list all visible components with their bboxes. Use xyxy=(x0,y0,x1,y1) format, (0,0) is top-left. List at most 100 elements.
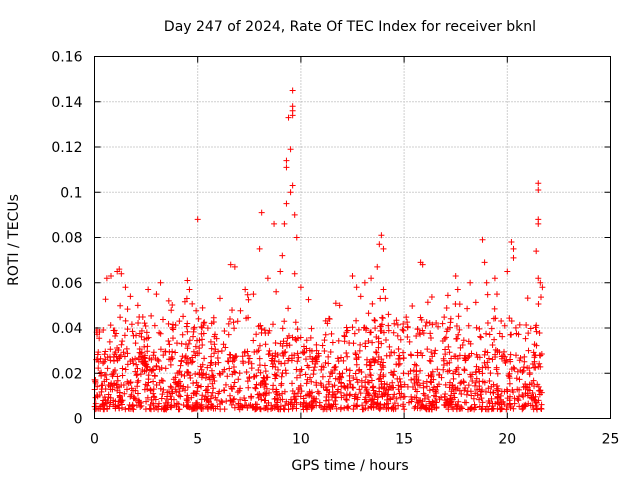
data-point xyxy=(428,406,435,413)
data-point xyxy=(295,386,302,393)
data-point xyxy=(208,367,215,374)
data-point xyxy=(119,397,126,404)
data-point xyxy=(198,366,205,373)
data-point xyxy=(468,392,475,399)
data-point xyxy=(145,376,152,383)
data-point xyxy=(535,387,542,394)
data-point xyxy=(331,367,338,374)
data-point xyxy=(283,398,290,405)
data-point xyxy=(183,295,190,302)
data-point xyxy=(153,382,160,389)
data-point xyxy=(506,380,513,387)
data-point xyxy=(434,383,441,390)
data-point xyxy=(280,353,287,360)
data-point xyxy=(456,352,463,359)
data-point xyxy=(398,390,405,397)
data-point xyxy=(103,275,110,282)
data-point xyxy=(121,353,128,360)
data-point xyxy=(104,365,111,372)
data-point xyxy=(198,330,205,337)
data-point xyxy=(432,393,439,400)
data-point xyxy=(486,378,493,385)
data-point xyxy=(353,356,360,363)
data-point xyxy=(385,391,392,398)
data-point xyxy=(225,358,232,365)
data-point xyxy=(427,334,434,341)
data-point xyxy=(343,324,350,331)
data-point xyxy=(271,220,278,227)
data-point xyxy=(507,403,514,410)
data-point xyxy=(400,321,407,328)
data-point xyxy=(412,403,419,410)
data-point xyxy=(252,406,259,413)
data-point xyxy=(442,346,449,353)
data-point xyxy=(236,370,243,377)
data-point xyxy=(174,380,181,387)
data-point xyxy=(234,389,241,396)
data-point xyxy=(134,390,141,397)
data-point xyxy=(316,402,323,409)
data-point xyxy=(319,373,326,380)
data-point xyxy=(245,352,252,359)
data-point xyxy=(442,391,449,398)
data-point xyxy=(378,356,385,363)
data-point xyxy=(369,384,376,391)
data-point xyxy=(195,382,202,389)
data-point xyxy=(108,272,115,279)
data-point xyxy=(299,403,306,410)
data-point xyxy=(147,386,154,393)
data-point xyxy=(132,340,139,347)
data-point xyxy=(469,377,476,384)
data-point xyxy=(535,363,542,370)
data-point xyxy=(417,331,424,338)
data-point xyxy=(137,371,144,378)
data-point xyxy=(114,384,121,391)
data-point xyxy=(111,351,118,358)
data-point xyxy=(234,318,241,325)
data-point xyxy=(435,371,442,378)
data-point xyxy=(365,310,372,317)
data-point xyxy=(468,405,475,412)
data-point xyxy=(215,348,222,355)
data-point xyxy=(246,375,253,382)
data-point xyxy=(373,403,380,410)
data-point xyxy=(466,352,473,359)
data-point xyxy=(376,241,383,248)
data-point xyxy=(155,400,162,407)
data-point xyxy=(272,372,279,379)
data-point xyxy=(432,347,439,354)
data-point xyxy=(190,333,197,340)
data-point xyxy=(472,369,479,376)
data-point xyxy=(264,275,271,282)
data-point xyxy=(256,245,263,252)
data-point xyxy=(137,400,144,407)
data-point xyxy=(130,332,137,339)
data-point xyxy=(531,358,538,365)
data-point xyxy=(456,301,463,308)
data-point xyxy=(291,211,298,218)
data-point xyxy=(275,366,282,373)
data-point xyxy=(212,331,219,338)
data-point xyxy=(132,355,139,362)
data-point xyxy=(417,397,424,404)
data-point xyxy=(331,397,338,404)
data-point xyxy=(203,371,210,378)
data-point xyxy=(121,332,128,339)
x-axis-ticks: 0 5 10 15 20 25 xyxy=(90,56,619,448)
data-point xyxy=(414,352,421,359)
data-point xyxy=(294,326,301,333)
data-point xyxy=(332,363,339,370)
data-point xyxy=(281,349,288,356)
data-point xyxy=(225,331,232,338)
data-point xyxy=(382,295,389,302)
data-point xyxy=(485,355,492,362)
data-point xyxy=(516,357,523,364)
data-point xyxy=(417,367,424,374)
data-point xyxy=(231,404,238,411)
data-point xyxy=(472,299,479,306)
data-point xyxy=(287,189,294,196)
data-point xyxy=(143,329,150,336)
data-point xyxy=(483,279,490,286)
data-point xyxy=(251,373,258,380)
data-point xyxy=(165,320,172,327)
